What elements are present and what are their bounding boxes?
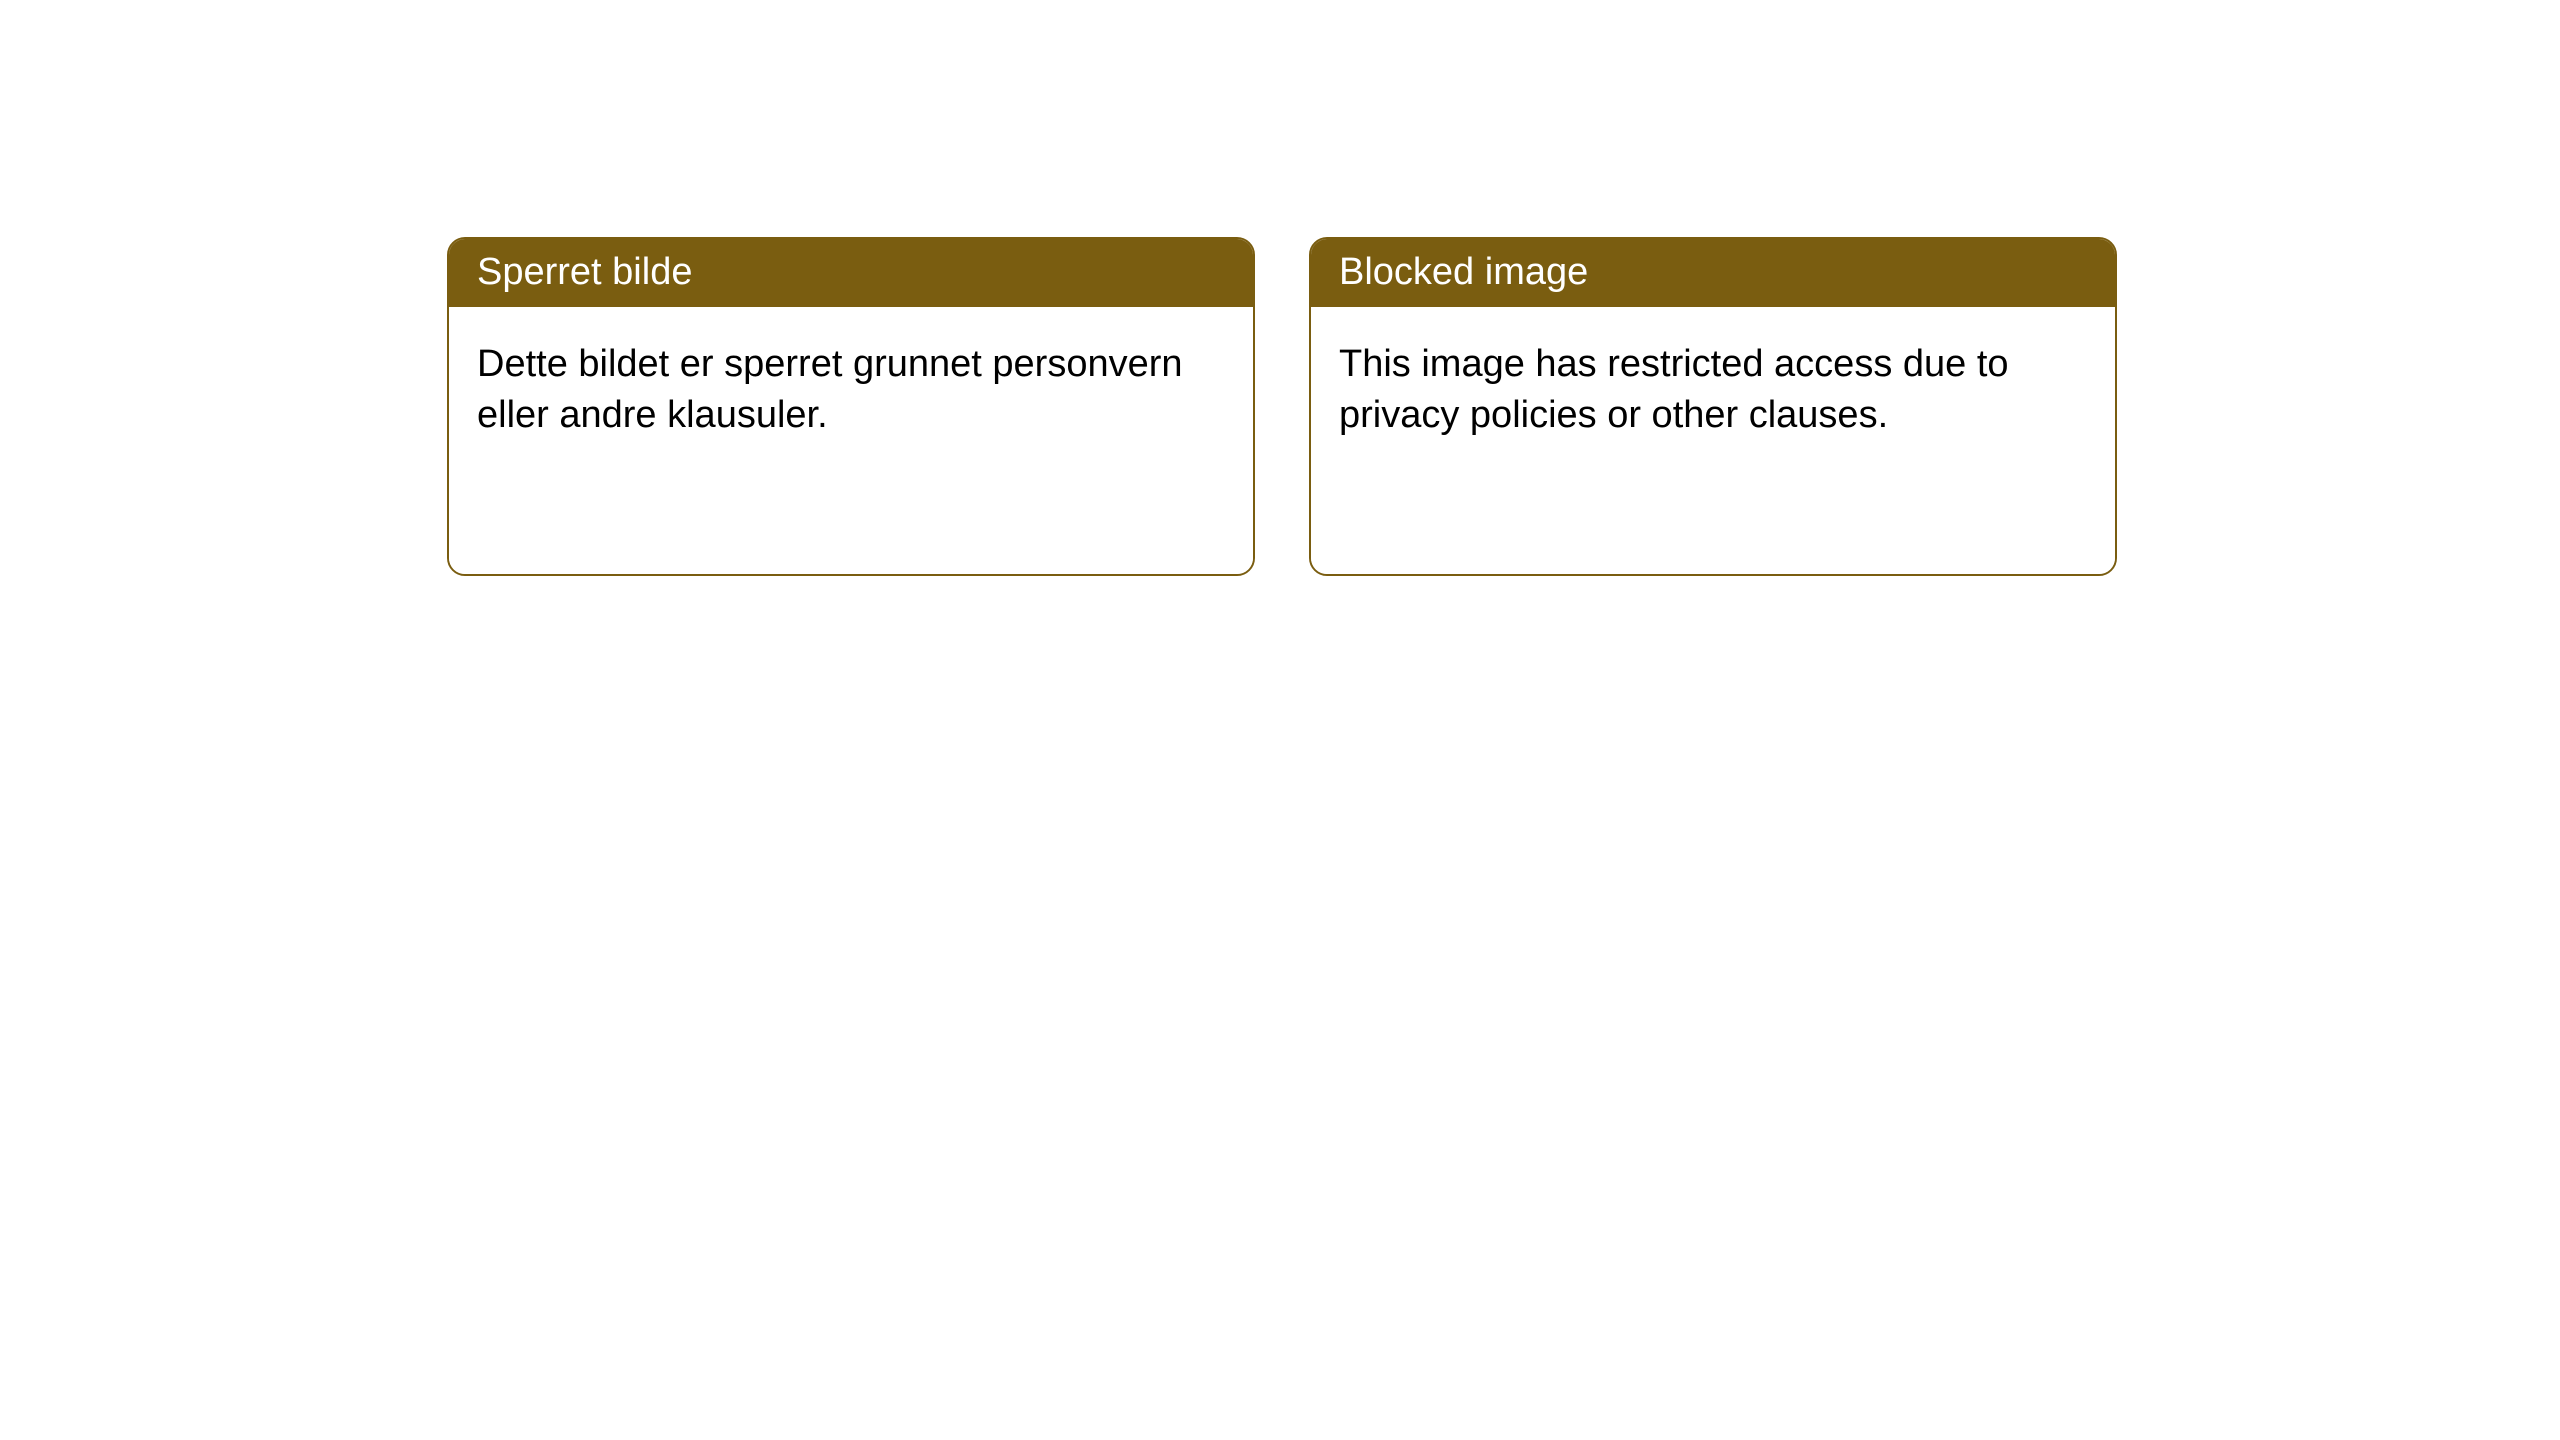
notice-title-english: Blocked image	[1311, 239, 2115, 307]
notice-container: Sperret bilde Dette bildet er sperret gr…	[0, 0, 2560, 576]
notice-body-norwegian: Dette bildet er sperret grunnet personve…	[449, 307, 1253, 574]
notice-box-english: Blocked image This image has restricted …	[1309, 237, 2117, 576]
notice-title-norwegian: Sperret bilde	[449, 239, 1253, 307]
notice-box-norwegian: Sperret bilde Dette bildet er sperret gr…	[447, 237, 1255, 576]
notice-body-english: This image has restricted access due to …	[1311, 307, 2115, 574]
